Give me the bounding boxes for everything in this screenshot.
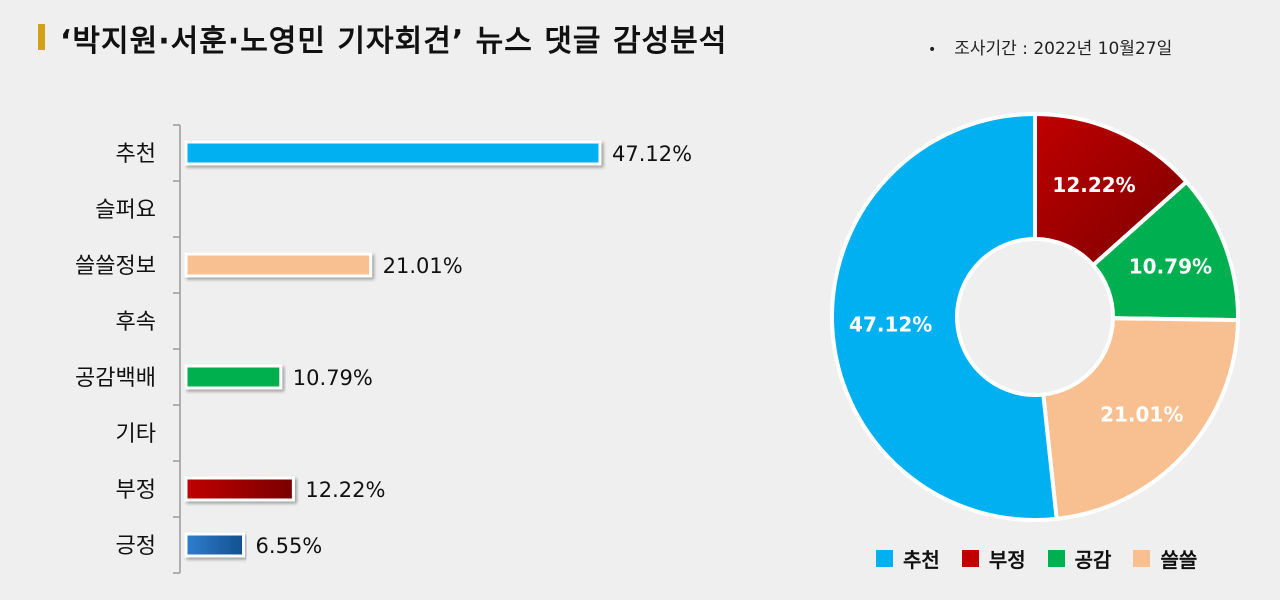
- slice-label: 21.01%: [1100, 402, 1183, 426]
- category-label: 긍정: [116, 534, 156, 559]
- legend-label: 부정: [988, 548, 1026, 572]
- legend-item: 추천: [876, 544, 940, 573]
- legend-label: 추천: [903, 548, 940, 572]
- slice-label: 10.79%: [1129, 255, 1212, 279]
- category-label: 추천: [116, 142, 156, 167]
- legend-label: 쓸쓸: [1160, 548, 1198, 572]
- donut-slice: [1041, 316, 1241, 522]
- bar: [184, 252, 373, 278]
- category-label: 공감백배: [75, 366, 156, 391]
- legend-swatch: [876, 550, 893, 567]
- legend-item: 공감: [1047, 544, 1112, 573]
- title-marker: [38, 24, 45, 50]
- bar: [184, 140, 602, 166]
- value-label: 21.01%: [383, 254, 463, 278]
- bar-marks: 47.12% 21.01% 10.79% 12.22% 6.55%: [184, 140, 692, 558]
- bar: [184, 476, 295, 502]
- chart-legend: 추천 부정 공감 쓸쓸: [876, 544, 1197, 573]
- slice-label: 12.22%: [1052, 173, 1135, 197]
- category-label: 쓸쓸정보: [75, 254, 156, 279]
- category-label: 기타: [116, 422, 156, 447]
- survey-period-text: 조사기간 : 2022년 10월27일: [954, 39, 1173, 59]
- legend-swatch: [961, 550, 979, 567]
- value-label: 6.55%: [256, 534, 323, 558]
- category-label: 부정: [116, 478, 156, 503]
- donut-chart: 12.22% 10.79% 21.01% 47.12%: [830, 111, 1241, 522]
- legend-item: 쓸쓸: [1133, 544, 1197, 573]
- value-label: 47.12%: [612, 142, 692, 166]
- legend-swatch: [1133, 550, 1151, 567]
- bullet-icon: •: [928, 42, 937, 58]
- donut-slice: [830, 111, 1059, 522]
- survey-period: • 조사기간 : 2022년 10월27일: [928, 34, 1172, 59]
- category-label: 후속: [116, 310, 156, 335]
- page-title: ‘박지원·서훈·노영민 기자회견’ 뉴스 댓글 감성분석: [60, 24, 728, 59]
- bar: [184, 364, 283, 390]
- bar: [184, 532, 246, 558]
- value-label: 10.79%: [293, 366, 373, 390]
- donut-slice: [1033, 111, 1190, 268]
- legend-item: 부정: [961, 544, 1026, 573]
- category-label: 슬퍼요: [95, 198, 156, 223]
- donut-slice: [1090, 179, 1240, 323]
- legend-swatch: [1047, 550, 1065, 567]
- slice-label: 47.12%: [849, 313, 932, 337]
- value-label: 12.22%: [305, 478, 385, 502]
- legend-label: 공감: [1074, 548, 1112, 572]
- donut-marks: 12.22% 10.79% 21.01% 47.12%: [830, 111, 1241, 522]
